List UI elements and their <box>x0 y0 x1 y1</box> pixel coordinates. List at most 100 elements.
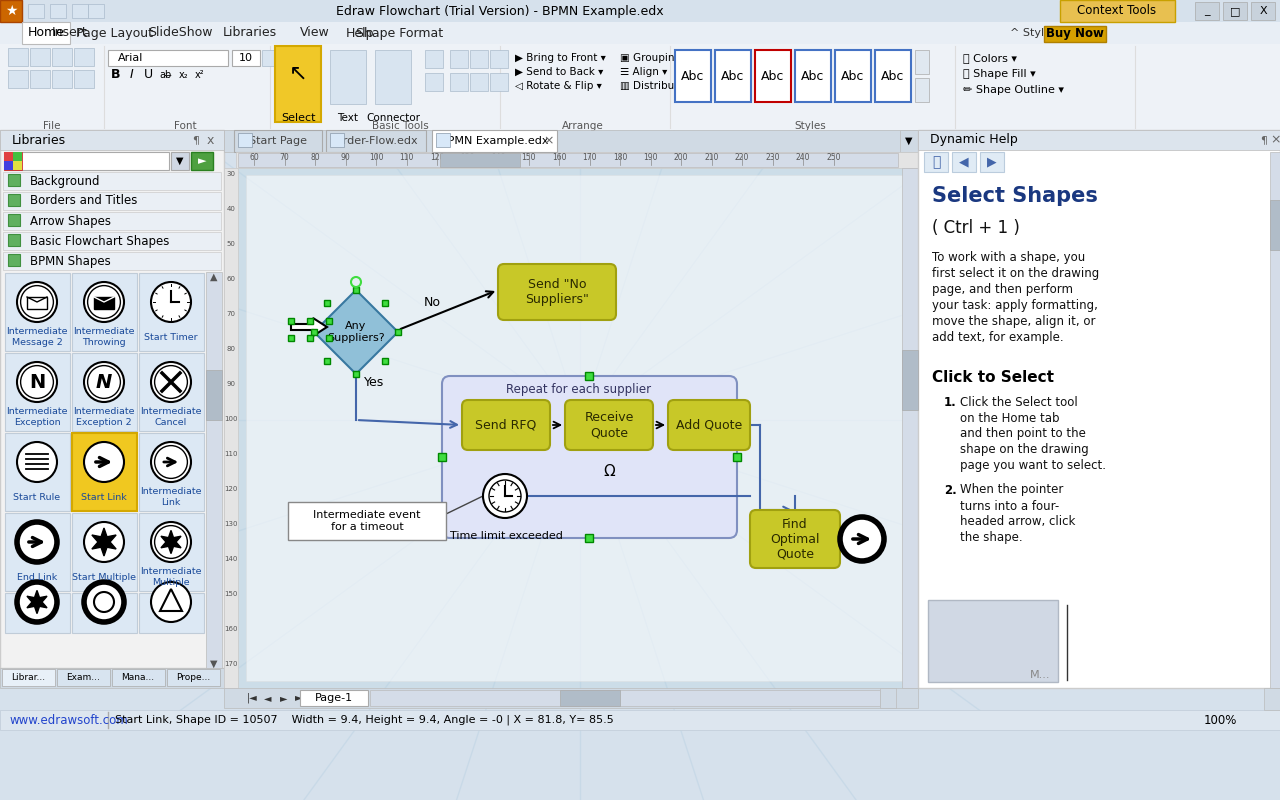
Text: Yes: Yes <box>364 375 384 389</box>
Bar <box>72 433 137 511</box>
Bar <box>27 297 47 309</box>
Text: the shape.: the shape. <box>960 531 1023 545</box>
FancyBboxPatch shape <box>668 400 750 450</box>
Text: Basic Flowchart Shapes: Basic Flowchart Shapes <box>29 234 169 247</box>
Text: ×: × <box>544 134 554 147</box>
Bar <box>8 234 20 246</box>
Text: move the shape, align it, or: move the shape, align it, or <box>932 315 1096 329</box>
Polygon shape <box>314 290 398 374</box>
Text: page you want to select.: page you want to select. <box>960 459 1106 473</box>
Bar <box>288 502 445 540</box>
Bar <box>72 4 88 18</box>
Bar <box>108 50 228 66</box>
Bar <box>191 152 212 170</box>
Text: U: U <box>143 69 152 82</box>
Bar <box>425 50 443 68</box>
Text: 🪣 Shape Fill ▾: 🪣 Shape Fill ▾ <box>963 69 1036 79</box>
Text: Intermediate
Throwing: Intermediate Throwing <box>73 327 134 346</box>
Text: Connector: Connector <box>366 113 420 123</box>
Text: ★: ★ <box>5 4 17 18</box>
Bar <box>1265 688 1280 710</box>
Bar <box>716 50 751 102</box>
Circle shape <box>840 517 884 561</box>
Bar <box>206 272 221 668</box>
Text: Context Tools: Context Tools <box>1078 5 1157 18</box>
Bar <box>3 212 221 230</box>
Polygon shape <box>291 318 326 336</box>
Text: turns into a four-: turns into a four- <box>960 499 1060 513</box>
Text: Abc: Abc <box>722 70 745 83</box>
Bar <box>324 358 330 364</box>
Bar <box>8 214 20 226</box>
Text: Intermediate
Exception 2: Intermediate Exception 2 <box>73 407 134 426</box>
Bar <box>438 453 445 461</box>
Bar <box>238 153 899 167</box>
Text: your task: apply formatting,: your task: apply formatting, <box>932 299 1098 313</box>
Text: ▥ Distribute ▾: ▥ Distribute ▾ <box>620 81 694 91</box>
Text: Exam...: Exam... <box>67 673 100 682</box>
Bar <box>300 690 369 706</box>
Bar <box>172 152 189 170</box>
Bar <box>425 73 443 91</box>
Text: Start Link: Start Link <box>81 493 127 502</box>
Bar <box>29 70 50 88</box>
Text: 10: 10 <box>239 53 253 63</box>
Bar <box>282 50 300 66</box>
Bar <box>8 174 20 186</box>
Text: 160: 160 <box>552 154 566 162</box>
Text: Shape Format: Shape Format <box>356 26 444 39</box>
Bar <box>3 232 221 250</box>
Bar <box>72 353 137 431</box>
Bar <box>29 48 50 66</box>
Bar <box>433 130 557 152</box>
Circle shape <box>84 282 124 322</box>
Text: ▼: ▼ <box>177 156 184 166</box>
Text: 170: 170 <box>224 661 238 667</box>
Bar <box>5 433 70 511</box>
Text: 190: 190 <box>644 154 658 162</box>
Text: first select it on the drawing: first select it on the drawing <box>932 267 1100 281</box>
Circle shape <box>151 362 191 402</box>
Text: Select: Select <box>280 113 315 123</box>
Text: 170: 170 <box>582 154 596 162</box>
Bar <box>795 50 831 102</box>
Text: Librar...: Librar... <box>12 673 45 682</box>
Bar <box>238 133 252 147</box>
Bar <box>238 168 918 688</box>
Bar <box>311 329 317 335</box>
Bar <box>980 152 1004 172</box>
Text: Home: Home <box>28 26 64 39</box>
Text: Start Multiple: Start Multiple <box>72 573 136 582</box>
Bar <box>140 353 204 431</box>
Text: Click to Select: Click to Select <box>932 370 1053 386</box>
Circle shape <box>151 582 191 622</box>
Bar <box>234 130 323 152</box>
Text: Intermediate
Exception: Intermediate Exception <box>6 407 68 426</box>
Bar <box>4 152 169 170</box>
Text: Dynamic Help: Dynamic Help <box>931 134 1018 146</box>
Text: Intermediate
Message 2: Intermediate Message 2 <box>6 327 68 346</box>
Bar <box>5 273 70 351</box>
Text: 1.: 1. <box>945 395 956 409</box>
Bar <box>0 668 224 688</box>
Text: I: I <box>131 69 134 82</box>
Circle shape <box>17 582 58 622</box>
Bar <box>1060 0 1175 22</box>
Text: ▶: ▶ <box>987 155 997 169</box>
Bar <box>326 335 332 341</box>
Text: 240: 240 <box>796 154 810 162</box>
Text: ▶ Send to Back ▾: ▶ Send to Back ▾ <box>515 67 603 77</box>
Text: 90: 90 <box>340 154 351 162</box>
Text: Font: Font <box>174 121 196 131</box>
Text: Repeat for each supplier: Repeat for each supplier <box>507 383 652 397</box>
Bar <box>330 133 344 147</box>
Text: 60: 60 <box>227 276 236 282</box>
Text: Click the Select tool: Click the Select tool <box>960 395 1078 409</box>
Circle shape <box>84 522 124 562</box>
Bar <box>918 130 1280 150</box>
Text: 250: 250 <box>827 154 841 162</box>
Text: BPMN Shapes: BPMN Shapes <box>29 254 111 267</box>
Text: Buy Now: Buy Now <box>1046 27 1103 41</box>
Text: Page-1: Page-1 <box>315 693 353 703</box>
Text: 160: 160 <box>224 626 238 632</box>
